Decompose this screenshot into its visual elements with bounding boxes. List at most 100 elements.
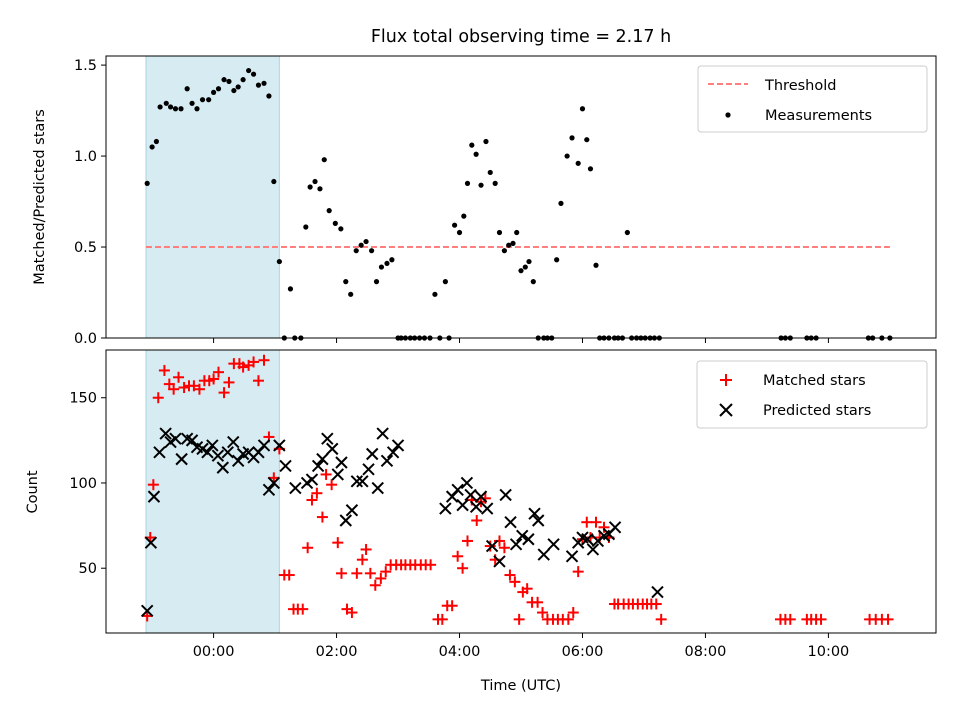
matched-star-point	[493, 535, 505, 547]
measurement-point	[231, 87, 237, 94]
predicted-star-point	[469, 500, 483, 514]
measurement-point	[473, 151, 479, 157]
measurement-point	[569, 135, 575, 141]
measurement-point	[584, 137, 590, 143]
measurement-point	[469, 142, 475, 148]
matched-star-point	[425, 559, 437, 571]
x-stroke-b	[144, 536, 158, 549]
x-stroke-b	[456, 498, 469, 512]
y-tick-label: 1.5	[74, 58, 97, 74]
y-tick-label: 150	[69, 391, 97, 407]
x-stroke-b	[262, 483, 276, 497]
measurement-point	[358, 242, 364, 248]
measurement-point	[167, 104, 174, 110]
x-stroke-b	[289, 481, 302, 495]
x-stroke-b	[362, 463, 375, 476]
matched-star-point	[237, 361, 249, 373]
matched-star-point	[297, 603, 309, 615]
matched-star-point	[283, 569, 295, 581]
measurement-point	[226, 78, 232, 85]
measurement-point	[149, 144, 155, 150]
x-stroke-b	[180, 432, 194, 445]
x-stroke-b	[339, 514, 352, 527]
measurement-point	[184, 86, 190, 92]
legend-threshold-label: Threshold	[764, 78, 836, 94]
bottom-x-ticks: 00:00 02:00 04:00 06:00 08:00 10:00	[193, 633, 849, 660]
measurements-points	[144, 67, 893, 341]
predicted-star-point	[485, 539, 499, 553]
predicted-star-point	[144, 536, 158, 549]
x-stroke-b	[279, 459, 292, 473]
predicted-star-point	[651, 585, 664, 599]
x-stroke-b	[391, 439, 405, 452]
matched-star-point	[572, 566, 584, 578]
x-stroke-b	[147, 490, 161, 503]
predicted-star-point	[262, 483, 276, 497]
measurement-point	[452, 222, 458, 228]
predicted-star-point	[279, 459, 292, 473]
shaded-span-top	[145, 55, 280, 339]
measurement-point	[624, 229, 630, 236]
y-tick-label: 0.5	[74, 240, 97, 256]
x-stroke-b	[331, 468, 344, 481]
matched-star-point	[218, 387, 230, 399]
measurement-point	[564, 153, 570, 159]
measurement-point	[384, 260, 390, 267]
x-stroke-b	[356, 475, 369, 488]
measurement-point	[303, 224, 309, 230]
measurement-point	[492, 180, 498, 186]
top-y-axis-label: Matched/Predicted stars	[32, 109, 48, 285]
matched-stars-points	[141, 354, 894, 625]
bottom-axes-frame	[105, 349, 937, 634]
predicted-star-point	[366, 447, 379, 461]
x-stroke-b	[350, 475, 364, 488]
x-stroke-b	[439, 502, 452, 515]
predicted-star-point	[350, 475, 364, 488]
matched-star-point	[152, 392, 164, 404]
matched-star-point	[193, 383, 205, 395]
matched-star-point	[452, 550, 464, 562]
matched-star-point	[436, 613, 448, 625]
measurement-point	[312, 178, 318, 185]
predicted-star-point	[159, 427, 172, 440]
matched-star-point	[364, 567, 376, 579]
predicted-star-point	[565, 550, 579, 563]
measurement-point	[579, 106, 586, 112]
measurement-point	[456, 229, 463, 236]
measurement-point	[464, 180, 471, 186]
x-stroke-b	[169, 432, 182, 445]
measurement-point	[363, 238, 369, 245]
measurement-point	[199, 97, 206, 103]
predicted-star-point	[474, 490, 488, 503]
x-stroke-b	[305, 473, 319, 486]
x-stroke-b	[190, 440, 204, 454]
matched-star-point	[567, 607, 579, 619]
x-tick-label: 00:00	[193, 644, 235, 660]
matched-star-point	[498, 542, 510, 554]
matched-star-point	[484, 540, 496, 552]
predicted-star-point	[257, 439, 271, 452]
x-stroke-b	[565, 550, 579, 563]
y-tick-label: 1.0	[74, 149, 97, 165]
top-axes-frame	[105, 55, 937, 339]
measurement-point	[373, 279, 380, 285]
matched-star-point	[650, 598, 662, 610]
predicted-star-point	[211, 449, 225, 462]
x-stroke-b	[586, 543, 600, 556]
matched-star-point	[252, 375, 264, 387]
predicted-star-point	[504, 515, 517, 529]
matched-star-point	[311, 487, 323, 499]
legend-box	[696, 360, 928, 429]
predicted-star-point	[460, 476, 474, 490]
matched-star-point	[173, 371, 185, 383]
measurement-point	[172, 106, 179, 112]
x-stroke-b	[366, 447, 379, 461]
matched-star-point	[513, 613, 525, 625]
x-stroke-b	[267, 476, 281, 490]
matched-star-point	[335, 567, 347, 579]
bottom-legend: Matched stars Predicted stars	[696, 360, 928, 429]
predicted-star-point	[206, 439, 219, 452]
predicted-star-point	[537, 548, 550, 561]
predicted-star-point	[451, 483, 464, 497]
predicted-star-point	[499, 488, 512, 502]
